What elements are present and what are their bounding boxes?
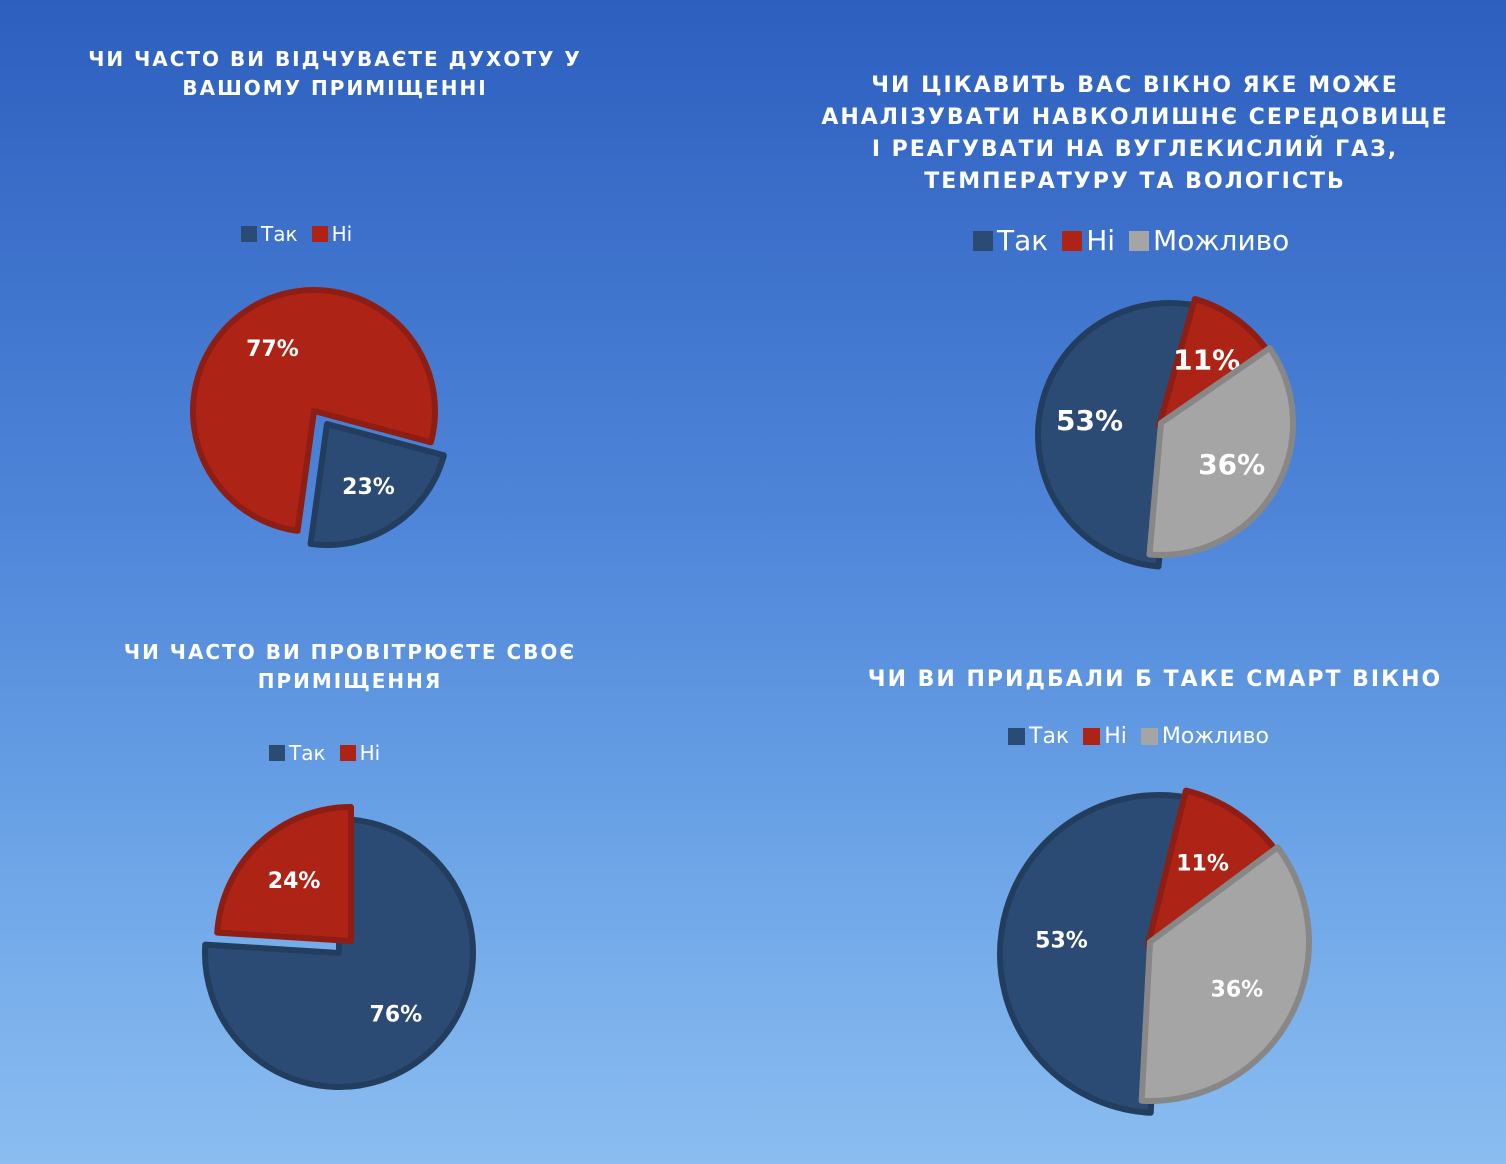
- pie-data-label-3: 36%: [1211, 977, 1264, 1002]
- legend-label-ni: Ні: [359, 741, 381, 765]
- pie-data-label-2: 77%: [246, 337, 299, 362]
- legend-item-ni: Ні: [339, 741, 381, 765]
- chart-4-title: ЧИ ВИ ПРИДБАЛИ Б ТАКЕ СМАРТ ВІКНО: [867, 667, 1443, 692]
- pie-data-label-2: 11%: [1176, 852, 1229, 877]
- legend-swatch-ni: [339, 745, 356, 761]
- legend-item-ni: Ні: [311, 222, 353, 246]
- legend-swatch-ni: [311, 226, 328, 242]
- chart-1-title: ЧИ ЧАСТО ВИ ВІДЧУВАЄТЕ ДУХОТУ У ВАШОМУ П…: [88, 47, 582, 100]
- chart-3-title: ЧИ ЧАСТО ВИ ПРОВІТРЮЄТЕ СВОЄ ПРИМІЩЕННЯ: [123, 640, 577, 693]
- pie-slice-3: [1138, 844, 1312, 1104]
- legend-item-mozhlyvo: Можливо: [1129, 224, 1289, 257]
- pie-slice-3: [1146, 345, 1296, 558]
- legend-item-ni: Ні: [1062, 224, 1115, 257]
- legend-swatch-mozhlyvo: [1140, 728, 1158, 745]
- legend-swatch-ni: [1062, 230, 1083, 251]
- pie-slice-1: [307, 421, 447, 548]
- legend-label-tak: Так: [261, 222, 298, 246]
- pie-data-label-1: 76%: [370, 1002, 423, 1027]
- legend-item-tak: Так: [241, 222, 298, 246]
- pie-data-label-2: 24%: [268, 869, 321, 894]
- pie-data-label-1: 53%: [1056, 404, 1123, 437]
- legend-label-ni: Ні: [1104, 724, 1127, 749]
- legend-swatch-mozhlyvo: [1129, 230, 1150, 251]
- pie-slice-2: [1145, 787, 1279, 948]
- chart-2-title: ЧИ ЦІКАВИТЬ ВАС ВІКНО ЯКЕ МОЖЕ АНАЛІЗУВА…: [821, 73, 1449, 194]
- legend-swatch-tak: [1008, 728, 1025, 745]
- pie-slice-2: [190, 287, 438, 534]
- legend-item-tak: Так: [269, 741, 326, 765]
- legend-item-tak: Так: [973, 224, 1048, 257]
- chart-3-legend: Так Ні: [269, 741, 394, 765]
- legend-label-tak: Так: [1029, 724, 1070, 749]
- legend-label-tak: Так: [289, 741, 326, 765]
- legend-swatch-tak: [269, 745, 285, 761]
- legend-label-tak: Так: [997, 224, 1049, 257]
- legend-swatch-tak: [973, 230, 993, 251]
- pie-data-label-1: 23%: [342, 475, 395, 500]
- pie-data-label-2: 11%: [1173, 343, 1240, 376]
- chart-2-legend: Так Ні Можливо: [973, 224, 1303, 257]
- legend-item-ni: Ні: [1083, 724, 1127, 749]
- legend-label-ni: Ні: [1086, 224, 1116, 257]
- legend-item-tak: Так: [1008, 724, 1069, 749]
- pie-slice-1: [202, 816, 476, 1090]
- legend-swatch-ni: [1083, 728, 1101, 745]
- legend-item-mozhlyvo: Можливо: [1140, 724, 1269, 749]
- pie-data-label-1: 53%: [1035, 928, 1088, 953]
- chart-4-legend: Так Ні Можливо: [1008, 724, 1283, 749]
- pie-slice-2: [214, 804, 354, 944]
- legend-label-mozhlyvo: Можливо: [1153, 224, 1290, 257]
- pie-data-label-3: 36%: [1198, 448, 1265, 481]
- legend-label-ni: Ні: [331, 222, 353, 246]
- chart-1-legend: Так Ні: [241, 222, 366, 246]
- legend-swatch-tak: [241, 226, 257, 242]
- legend-label-mozhlyvo: Можливо: [1161, 724, 1269, 749]
